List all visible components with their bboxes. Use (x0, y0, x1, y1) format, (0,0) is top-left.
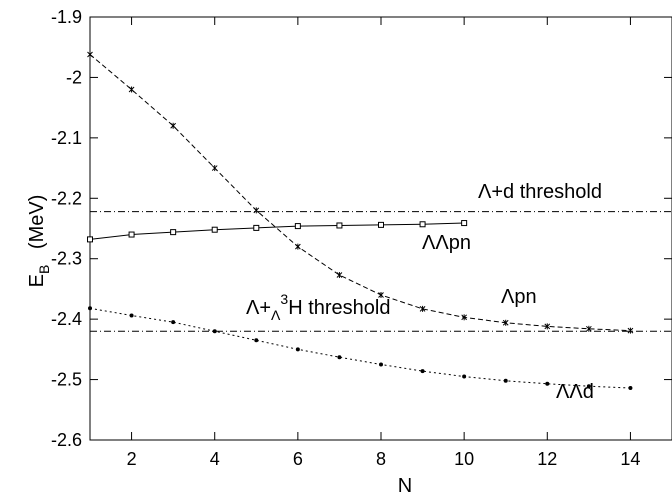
data-point (129, 313, 134, 318)
series-label-llpn: ΛΛpn (422, 232, 471, 254)
data-point (295, 243, 301, 250)
data-point (336, 222, 343, 229)
data-point (170, 122, 176, 129)
data-point (628, 386, 633, 391)
data-point (87, 51, 93, 58)
data-point (586, 325, 592, 332)
y-tick-label: -2 (66, 67, 82, 87)
data-point (128, 231, 135, 238)
threshold-label-lambda-d: Λ+d threshold (478, 181, 602, 203)
data-point (253, 207, 260, 214)
data-point (502, 319, 509, 326)
y-tick-label: -2.6 (51, 430, 82, 450)
y-axis-label-sub: B (36, 265, 52, 274)
data-point (337, 355, 342, 360)
data-point (419, 305, 426, 312)
data-point (254, 338, 259, 343)
data-point (379, 362, 383, 367)
series-label-lld: ΛΛd (556, 381, 594, 403)
data-point (544, 323, 551, 330)
data-point (378, 221, 384, 228)
data-point (462, 374, 467, 379)
x-axis-label: N (398, 475, 412, 497)
threshold-label-lambda-3h: Λ+Λ3H threshold (246, 291, 390, 323)
x-tick-label: 12 (537, 449, 557, 469)
x-tick-label: 8 (376, 449, 386, 469)
data-point (503, 378, 508, 383)
series-line-0 (89, 222, 465, 240)
series-line-2 (89, 307, 631, 389)
data-point (212, 329, 217, 334)
data-point (378, 291, 384, 298)
y-tick-label: -2.1 (51, 128, 82, 148)
x-tick-label: 14 (620, 449, 640, 469)
plot-frame (89, 16, 672, 441)
data-point (87, 236, 93, 243)
data-point (545, 381, 550, 386)
data-point (586, 384, 591, 389)
data-point (419, 221, 426, 228)
y-axis-label-main: E (26, 274, 48, 287)
x-tick-label: 4 (210, 449, 220, 469)
x-tick-label: 6 (293, 449, 303, 469)
data-point (461, 220, 468, 227)
series-layer (87, 51, 634, 391)
data-point (88, 306, 92, 311)
x-tick-label: 2 (127, 449, 137, 469)
y-tick-label: -2.2 (51, 188, 82, 208)
data-point (461, 314, 467, 321)
x-tick-label: 10 (454, 449, 474, 469)
y-tick-label: -1.9 (51, 7, 82, 27)
data-point (294, 223, 301, 230)
series-label-lpn: Λpn (501, 286, 537, 308)
ticks-layer: 2 4 6 8 10 12 14 -1.9 -2 -2.1 -2.2 -2.3 -2.4 -2.5 -2.6 (51, 7, 672, 469)
series-line-1 (89, 54, 631, 332)
svg-text:EB (MeV): EB (MeV) (26, 195, 52, 288)
data-point (171, 320, 176, 325)
data-point (211, 226, 218, 233)
y-axis-label: EB (MeV) (26, 195, 52, 288)
y-tick-label: -2.5 (51, 370, 82, 390)
y-axis-label-unit: (MeV) (26, 195, 48, 249)
y-tick-label: -2.4 (51, 309, 82, 329)
data-point (211, 165, 218, 172)
data-point (336, 272, 343, 279)
data-point (420, 369, 425, 374)
data-point (170, 229, 177, 236)
y-tick-label: -2.3 (51, 249, 82, 269)
data-point (128, 86, 135, 93)
thresholds-layer (90, 211, 672, 332)
data-point (253, 224, 260, 231)
data-point (295, 347, 300, 352)
data-point (627, 327, 634, 334)
